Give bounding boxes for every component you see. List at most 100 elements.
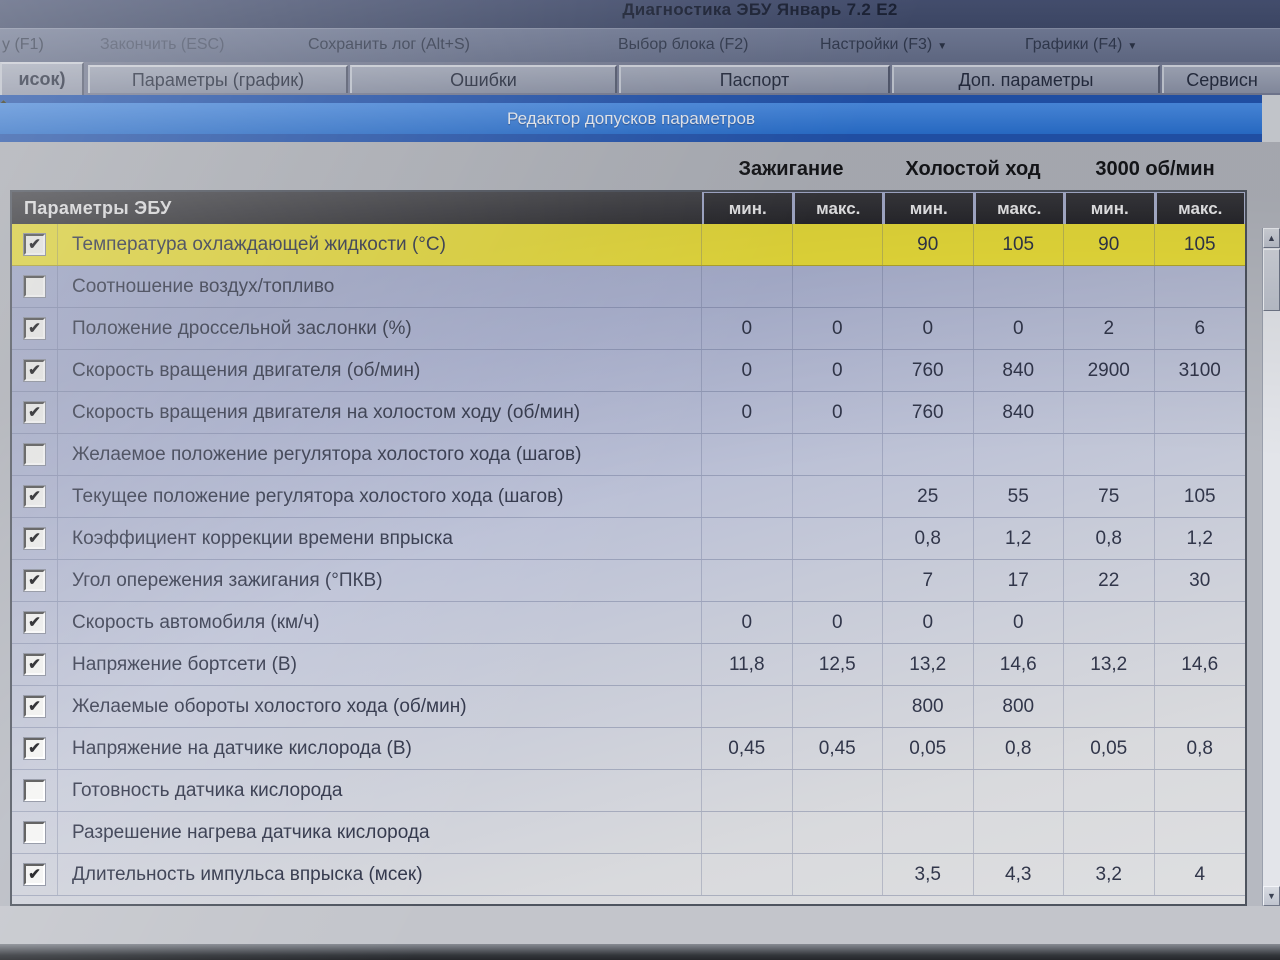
value-cell[interactable]: 3,2 xyxy=(1064,854,1155,895)
value-cell[interactable] xyxy=(1064,434,1155,475)
value-cell[interactable]: 0 xyxy=(702,308,793,349)
value-cell[interactable]: 17 xyxy=(974,560,1064,601)
value-cell[interactable]: 0 xyxy=(974,308,1064,349)
value-cell[interactable] xyxy=(1064,392,1155,433)
value-cell[interactable]: 1,2 xyxy=(974,518,1064,559)
menu-item-settings[interactable]: Настройки (F3) ▼ xyxy=(820,36,948,53)
param-label[interactable]: Соотношение воздух/топливо xyxy=(58,266,702,307)
value-cell[interactable]: 1,2 xyxy=(1186,527,1213,549)
value-cell[interactable]: 4 xyxy=(1194,863,1206,885)
value-cell[interactable]: 90 xyxy=(1064,224,1155,265)
scrollbar-thumb[interactable] xyxy=(1263,249,1280,311)
value-cell[interactable]: 2900 xyxy=(1064,350,1155,391)
value-cell[interactable] xyxy=(793,686,883,727)
value-cell[interactable]: 0,45 xyxy=(793,728,883,769)
value-cell[interactable]: 14,6 xyxy=(974,644,1064,685)
value-cell[interactable]: 800 xyxy=(974,686,1064,727)
row-checkbox[interactable]: ✔ xyxy=(24,696,45,717)
value-cell[interactable] xyxy=(702,518,793,559)
row-checkbox[interactable]: ✔ xyxy=(24,318,45,339)
param-label[interactable]: Угол опережения зажигания (°ПКВ) xyxy=(58,560,702,601)
value-cell[interactable] xyxy=(1064,812,1155,853)
value-cell[interactable] xyxy=(1064,686,1155,727)
value-cell[interactable]: 760 xyxy=(883,350,974,391)
row-checkbox[interactable] xyxy=(24,444,45,465)
value-cell[interactable]: 30 xyxy=(1189,569,1211,591)
value-cell[interactable] xyxy=(1155,602,1246,643)
value-cell[interactable]: 0 xyxy=(793,350,883,391)
value-cell[interactable] xyxy=(793,518,883,559)
value-cell[interactable]: 0,05 xyxy=(1064,728,1155,769)
row-checkbox[interactable]: ✔ xyxy=(24,654,45,675)
value-cell[interactable] xyxy=(702,476,793,517)
param-label[interactable]: Длительность импульса впрыска (мсек) xyxy=(58,854,702,895)
value-cell[interactable]: 0 xyxy=(702,392,793,433)
value-cell[interactable]: 11,8 xyxy=(702,644,793,685)
value-cell[interactable]: 3,5 xyxy=(883,854,974,895)
value-cell[interactable] xyxy=(793,812,883,853)
value-cell[interactable] xyxy=(793,770,883,811)
param-label[interactable]: Напряжение бортсети (В) xyxy=(58,644,702,685)
tab-parameters-graph[interactable]: Параметры (график) xyxy=(88,65,348,93)
value-cell[interactable] xyxy=(702,854,793,895)
value-cell[interactable] xyxy=(793,434,883,475)
value-cell[interactable]: 0,8 xyxy=(883,518,974,559)
menu-item-select-block[interactable]: Выбор блока (F2) xyxy=(618,36,749,53)
value-cell[interactable] xyxy=(793,476,883,517)
param-label[interactable]: Напряжение на датчике кислорода (В) xyxy=(58,728,702,769)
value-cell[interactable]: 25 xyxy=(883,476,974,517)
tab-parameters-list[interactable]: исок) xyxy=(0,62,84,95)
value-cell[interactable]: 0 xyxy=(793,308,883,349)
value-cell[interactable] xyxy=(702,434,793,475)
value-cell[interactable]: 0 xyxy=(974,602,1064,643)
value-cell[interactable] xyxy=(1155,812,1246,853)
param-label[interactable]: Температура охлаждающей жидкости (°С) xyxy=(58,224,702,265)
value-cell[interactable] xyxy=(883,770,974,811)
vertical-scrollbar[interactable]: ▲ ▼ xyxy=(1262,228,1280,906)
tab-errors[interactable]: Ошибки xyxy=(350,65,617,93)
value-cell[interactable] xyxy=(883,812,974,853)
param-label[interactable]: Коэффициент коррекции времени впрыска xyxy=(58,518,702,559)
value-cell[interactable]: 13,2 xyxy=(1064,644,1155,685)
value-cell[interactable]: 13,2 xyxy=(883,644,974,685)
row-checkbox[interactable] xyxy=(24,276,45,297)
value-cell[interactable]: 840 xyxy=(974,350,1064,391)
value-cell[interactable]: 0,05 xyxy=(883,728,974,769)
value-cell[interactable]: 800 xyxy=(883,686,974,727)
value-cell[interactable] xyxy=(1064,266,1155,307)
value-cell[interactable] xyxy=(793,854,883,895)
value-cell[interactable]: 2 xyxy=(1064,308,1155,349)
row-checkbox[interactable]: ✔ xyxy=(24,486,45,507)
tab-service[interactable]: Сервисн xyxy=(1162,65,1280,93)
tab-extra-parameters[interactable]: Доп. параметры xyxy=(892,65,1160,93)
value-cell[interactable]: 22 xyxy=(1064,560,1155,601)
menu-item-finish[interactable]: Закончить (ESC) xyxy=(100,36,225,53)
value-cell[interactable]: 0 xyxy=(883,308,974,349)
row-checkbox[interactable] xyxy=(24,822,45,843)
menu-item-graphs[interactable]: Графики (F4) ▼ xyxy=(1025,36,1138,53)
value-cell[interactable] xyxy=(793,560,883,601)
param-label[interactable]: Готовность датчика кислорода xyxy=(58,770,702,811)
value-cell[interactable]: 3100 xyxy=(1178,359,1221,381)
value-cell[interactable] xyxy=(1064,602,1155,643)
value-cell[interactable]: 55 xyxy=(974,476,1064,517)
value-cell[interactable] xyxy=(883,266,974,307)
value-cell[interactable]: 0 xyxy=(793,602,883,643)
tab-passport[interactable]: Паспорт xyxy=(619,65,890,93)
value-cell[interactable]: 4,3 xyxy=(974,854,1064,895)
value-cell[interactable] xyxy=(974,434,1064,475)
value-cell[interactable]: 0 xyxy=(702,350,793,391)
param-label[interactable]: Желаемое положение регулятора холостого … xyxy=(58,434,702,475)
row-checkbox[interactable]: ✔ xyxy=(24,234,45,255)
value-cell[interactable] xyxy=(1155,686,1246,727)
value-cell[interactable]: 6 xyxy=(1194,317,1206,339)
value-cell[interactable]: 0,8 xyxy=(974,728,1064,769)
value-cell[interactable]: 0 xyxy=(702,602,793,643)
value-cell[interactable]: 75 xyxy=(1064,476,1155,517)
param-label[interactable]: Текущее положение регулятора холостого х… xyxy=(58,476,702,517)
param-label[interactable]: Скорость вращения двигателя (об/мин) xyxy=(58,350,702,391)
value-cell[interactable] xyxy=(793,266,883,307)
value-cell[interactable]: 14,6 xyxy=(1181,653,1219,675)
value-cell[interactable] xyxy=(974,770,1064,811)
param-label[interactable]: Скорость автомобиля (км/ч) xyxy=(58,602,702,643)
